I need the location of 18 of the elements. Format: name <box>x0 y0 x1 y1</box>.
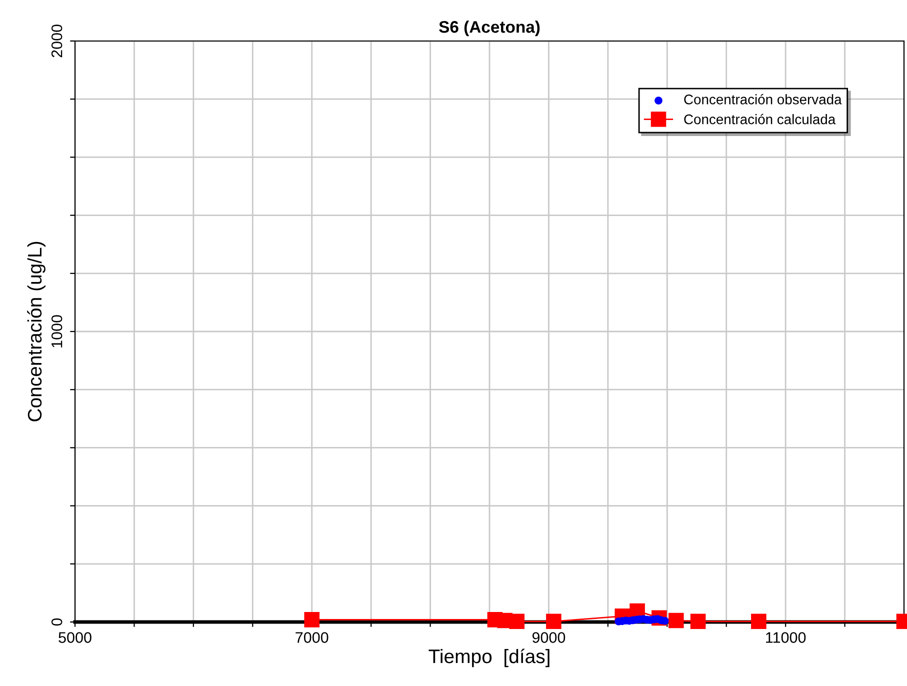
x-tick-label: 9000 <box>532 632 566 643</box>
x-tick-label: 11000 <box>766 632 806 643</box>
point <box>509 614 524 630</box>
y-tick-label: 2000 <box>51 24 62 58</box>
x-axis-title: Tiempo [días] <box>428 648 550 668</box>
y-tick-label: 0 <box>51 618 62 626</box>
point <box>304 612 320 628</box>
legend-label: Concentración observada <box>684 94 842 104</box>
point <box>751 614 766 630</box>
y-tick-label: 1000 <box>51 315 62 348</box>
point <box>690 614 706 630</box>
point <box>668 612 684 628</box>
x-tick-label: 7000 <box>296 632 328 643</box>
x-tick-label: 5000 <box>58 632 92 643</box>
point <box>546 614 562 630</box>
legend-label: Concentración calculada <box>684 114 836 124</box>
chart-title: S6 (Acetona) <box>439 20 540 36</box>
y-axis-title: Concentración (ug/L) <box>27 242 46 422</box>
